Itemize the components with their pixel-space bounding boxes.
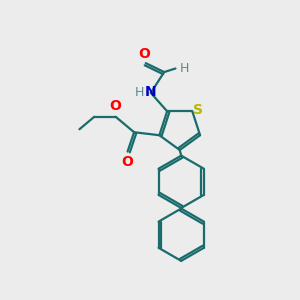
- Text: H: H: [180, 62, 189, 75]
- Text: S: S: [193, 103, 203, 117]
- Text: H: H: [135, 86, 144, 99]
- Text: O: O: [110, 99, 122, 113]
- Text: O: O: [138, 47, 150, 61]
- Text: O: O: [122, 155, 134, 169]
- Text: N: N: [145, 85, 157, 99]
